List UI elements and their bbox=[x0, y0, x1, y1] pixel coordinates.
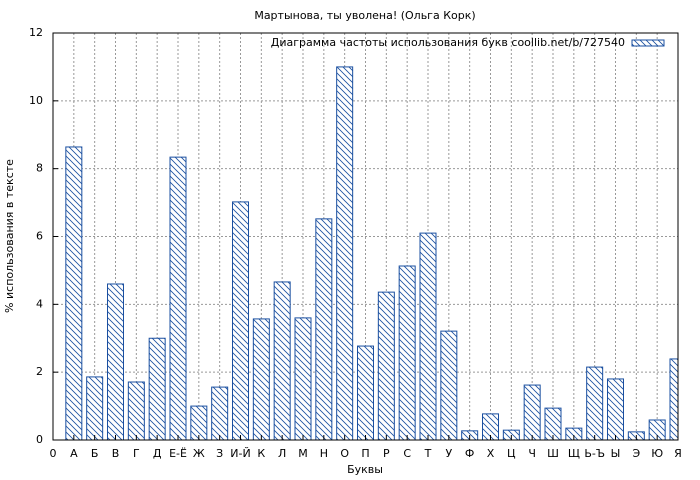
legend-label: Диаграмма частоты использования букв coo… bbox=[271, 36, 625, 49]
bar bbox=[607, 378, 624, 440]
x-tick-label: Ш bbox=[547, 447, 559, 460]
bar bbox=[65, 146, 83, 440]
x-tick-label: Ф bbox=[465, 447, 474, 460]
x-tick-label: Г bbox=[133, 447, 140, 460]
x-tick-label: Ч bbox=[528, 447, 536, 460]
bar bbox=[273, 281, 291, 440]
x-tick-label: К bbox=[257, 447, 265, 460]
bar bbox=[586, 366, 604, 440]
y-axis-label: % использования в тексте bbox=[3, 159, 16, 313]
y-tick-label: 2 bbox=[36, 365, 43, 378]
bar bbox=[252, 318, 270, 440]
y-tick-label: 6 bbox=[36, 230, 43, 243]
x-tick-label: Д bbox=[153, 447, 162, 460]
bar bbox=[148, 337, 166, 440]
bar bbox=[357, 345, 374, 440]
x-tick-label: П bbox=[361, 447, 369, 460]
bar bbox=[648, 419, 666, 440]
x-tick-label: Р bbox=[383, 447, 390, 460]
x-tick-label: Ю bbox=[651, 447, 663, 460]
bar bbox=[565, 427, 583, 440]
x-tick-label: Ь-Ъ bbox=[584, 447, 605, 460]
x-tick-label: Щ bbox=[568, 447, 580, 460]
x-tick-label: Ж bbox=[193, 447, 205, 460]
x-tick-label: Ц bbox=[507, 447, 516, 460]
bars bbox=[65, 66, 678, 440]
bar bbox=[127, 381, 145, 440]
y-tick-label: 12 bbox=[29, 26, 43, 39]
x-tick-label: М bbox=[298, 447, 308, 460]
bar bbox=[211, 386, 229, 440]
bar bbox=[107, 283, 124, 440]
x-tick-label: Т bbox=[424, 447, 432, 460]
bar bbox=[523, 384, 541, 440]
bar bbox=[336, 66, 354, 440]
bar bbox=[86, 376, 104, 440]
x-tick-label: Л bbox=[278, 447, 286, 460]
x-tick-label: Э bbox=[632, 447, 640, 460]
bar bbox=[544, 407, 562, 440]
x-tick-label: С bbox=[403, 447, 411, 460]
x-tick-label: Н bbox=[320, 447, 328, 460]
x-tick-label: У bbox=[445, 447, 452, 460]
x-tick-label: Б bbox=[91, 447, 99, 460]
y-tick-label: 8 bbox=[36, 162, 43, 175]
x-tick-label: О bbox=[340, 447, 349, 460]
bar bbox=[169, 156, 187, 440]
x-tick-label: А bbox=[70, 447, 78, 460]
bar bbox=[377, 291, 395, 440]
x-tick-label: Ы bbox=[611, 447, 621, 460]
bar bbox=[398, 265, 416, 440]
x-tick-label: З bbox=[216, 447, 223, 460]
bar bbox=[190, 405, 208, 440]
x-tick-label: 0 bbox=[50, 447, 57, 460]
y-tick-label: 0 bbox=[36, 433, 43, 446]
x-axis-label: Буквы bbox=[347, 463, 383, 476]
bar bbox=[232, 201, 249, 440]
bar bbox=[419, 232, 437, 440]
x-tick-label: И-Й bbox=[230, 447, 250, 460]
x-tick-label: Я bbox=[674, 447, 682, 460]
x-tick-label: Е-Ё bbox=[169, 447, 187, 460]
y-tick-label: 4 bbox=[36, 297, 43, 310]
chart-title: Мартынова, ты уволена! (Ольга Корк) bbox=[254, 9, 475, 22]
bar bbox=[440, 330, 458, 440]
bar bbox=[669, 358, 678, 440]
y-tick-label: 10 bbox=[29, 94, 43, 107]
bar bbox=[294, 317, 312, 440]
legend-swatch bbox=[631, 39, 665, 47]
bar bbox=[315, 218, 333, 440]
x-tick-label: Х bbox=[487, 447, 495, 460]
x-tick-label: В bbox=[112, 447, 120, 460]
